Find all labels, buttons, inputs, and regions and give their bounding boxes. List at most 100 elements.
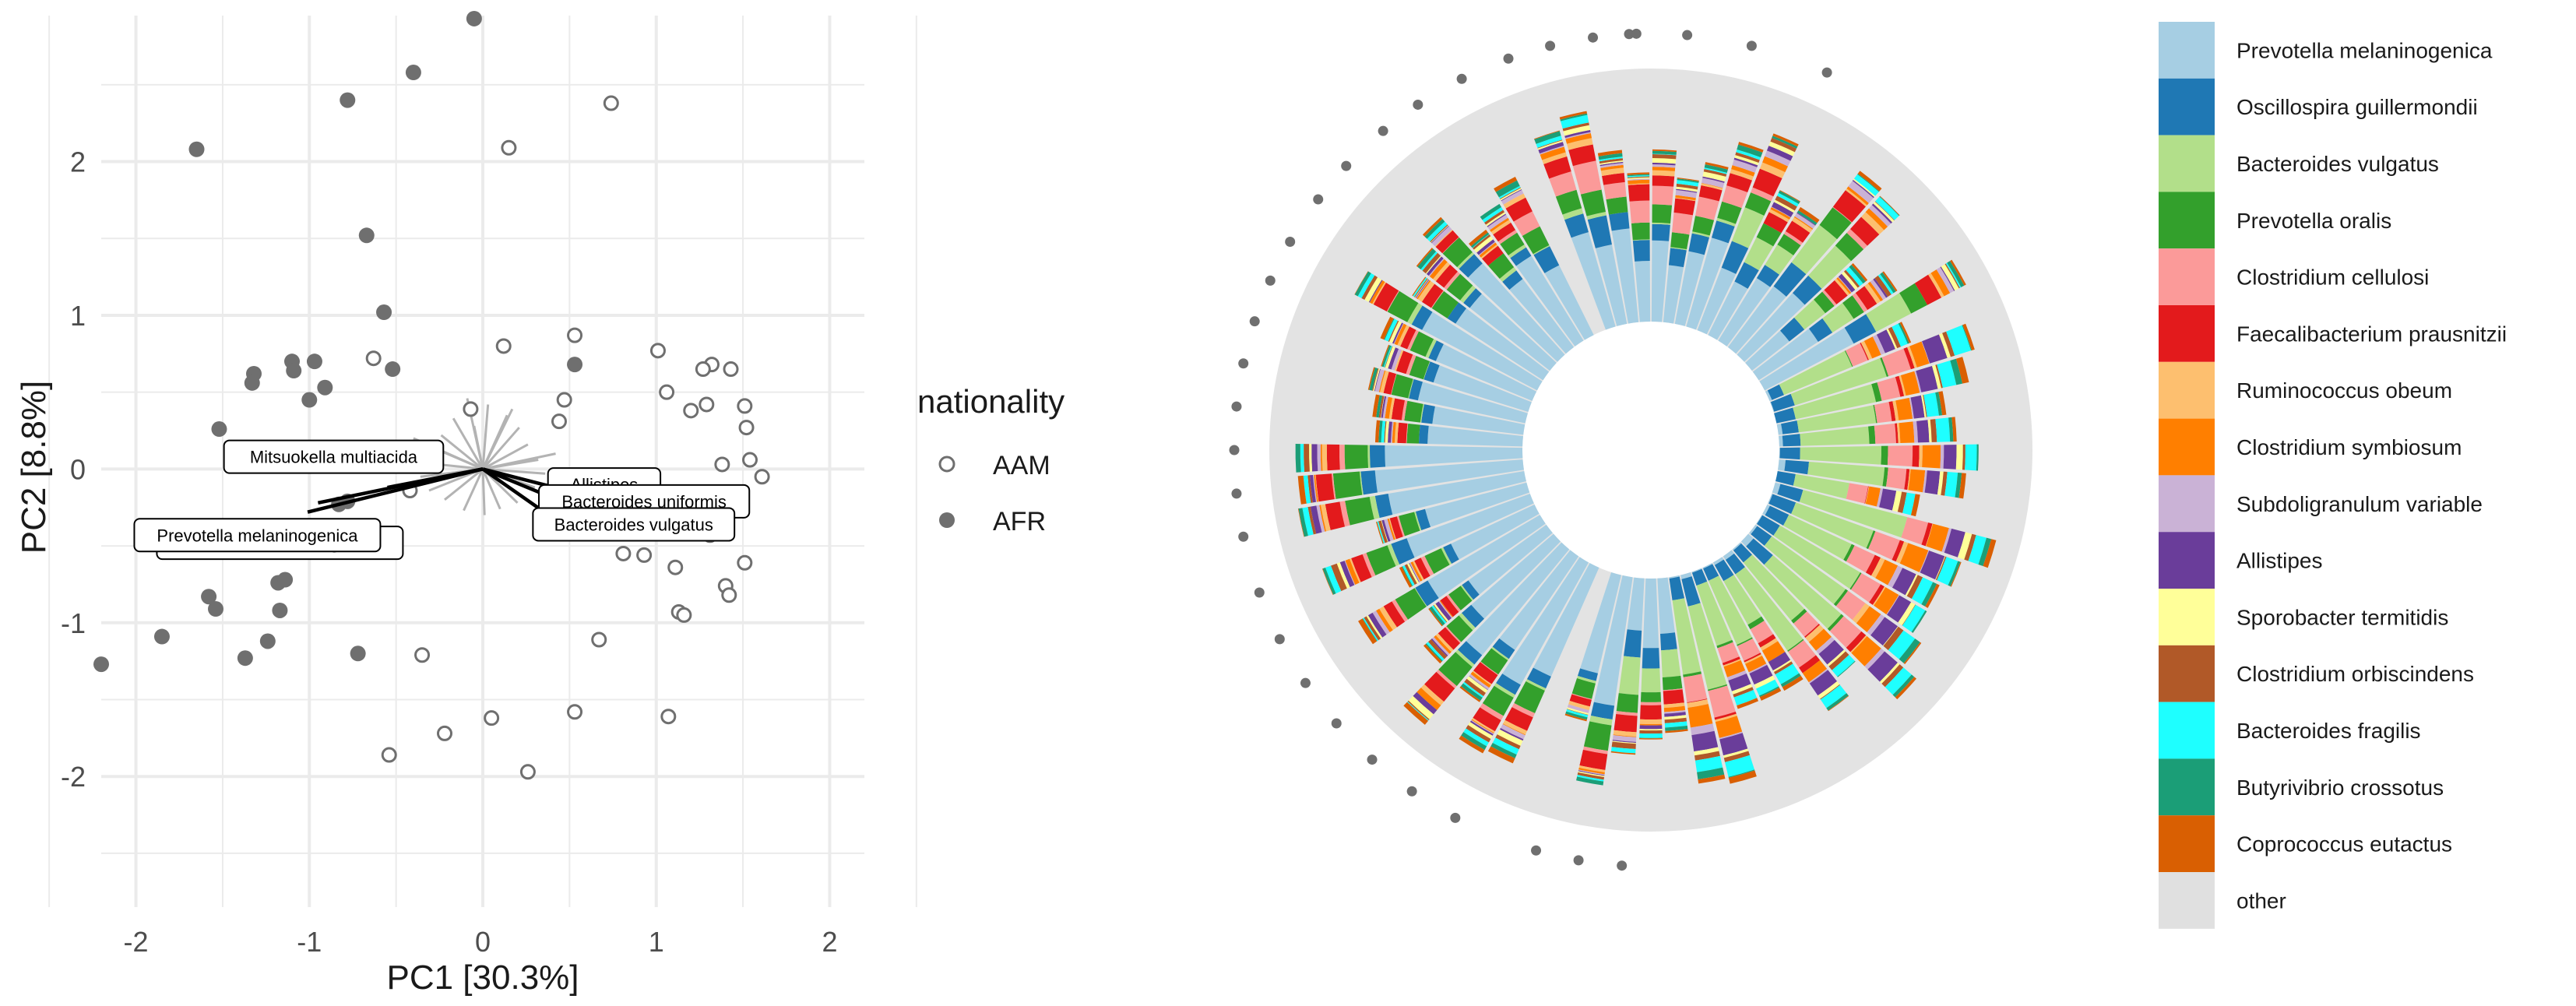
circular-bar-segment — [1870, 279, 1887, 301]
circular-bar-segment — [1778, 459, 1786, 471]
circular-bar-segment — [1756, 679, 1779, 696]
circular-bar-segment — [1502, 723, 1526, 736]
circular-bar-segment — [1690, 723, 1715, 736]
circular-bar-segment — [1846, 266, 1863, 287]
circular-bar-segment — [1731, 165, 1755, 177]
circular-bar-segment — [1912, 445, 1920, 467]
circular-bar-segment — [1628, 183, 1650, 185]
circular-bar-segment — [1423, 361, 1440, 383]
circular-bar-segment — [1314, 474, 1319, 502]
circular-bar-segment — [1937, 471, 1944, 495]
circular-bar-segment — [1694, 755, 1723, 772]
circular-bar-segment — [1374, 459, 1524, 493]
circular-bar-segment — [1842, 295, 1864, 319]
circular-bar-segment — [1962, 323, 1975, 351]
circular-bar-segment — [1469, 674, 1490, 690]
circular-bar-segment — [1439, 600, 1453, 617]
circular-group-dot — [1746, 40, 1757, 51]
circular-bar-segment — [1409, 331, 1434, 357]
circular-bar-segment — [1373, 368, 1381, 392]
circular-bar-segment — [1899, 421, 1915, 444]
circular-group-dot — [1456, 73, 1467, 84]
circular-bar-segment — [1822, 303, 1854, 333]
pca-y-tick-label: -1 — [61, 607, 86, 639]
circular-group-dot — [1624, 29, 1635, 40]
taxa-legend-label: Subdoligranulum variable — [2236, 492, 2483, 516]
circular-bar-segment — [1708, 684, 1728, 691]
circular-bar-segment — [1568, 701, 1590, 711]
circular-bar-segment — [1613, 730, 1637, 737]
circular-bar-segment — [1482, 207, 1504, 223]
pca-point-afr — [350, 645, 366, 662]
circular-bar-segment — [1759, 688, 1782, 701]
circular-bar-segment — [1761, 641, 1786, 663]
circular-bar-segment — [1492, 737, 1519, 755]
circular-bar-segment — [1923, 395, 1927, 417]
circular-bar-segment — [1691, 730, 1719, 752]
circular-bar-segment — [1777, 192, 1799, 207]
circular-bar-segment — [1582, 746, 1608, 754]
taxa-legend-swatch — [2159, 815, 2215, 872]
circular-bar-segment — [1469, 294, 1557, 371]
circular-bar-segment — [1564, 713, 1587, 722]
circular-bar-segment — [1472, 234, 1490, 248]
circular-bar-segment — [1832, 206, 1853, 223]
circular-bar-segment — [1870, 558, 1885, 579]
pca-point-afr — [466, 10, 482, 26]
circular-bar-segment — [1599, 161, 1624, 167]
circular-bar-segment — [1968, 535, 1987, 565]
circular-bar-segment — [1372, 368, 1379, 391]
pca-point-afr — [385, 361, 401, 378]
circular-bar-segment — [1702, 176, 1725, 183]
circular-bar-segment — [1480, 244, 1498, 259]
circular-bar-segment — [1759, 686, 1779, 698]
taxa-legend-label: Clostridium symbiosum — [2236, 435, 2462, 459]
circular-bar-segment — [1852, 293, 1868, 312]
circular-bar-segment — [1930, 419, 1937, 442]
circular-bar-segment — [1735, 567, 1804, 651]
circular-bar-segment — [1490, 742, 1517, 758]
circular-bar-segment — [1874, 402, 1892, 424]
circular-bar-segment — [1773, 661, 1793, 675]
circular-bar-segment — [1470, 671, 1491, 688]
circular-bar-segment — [1895, 423, 1899, 444]
circular-bar-segment — [1429, 259, 1448, 280]
circular-bar-segment — [1495, 180, 1520, 198]
pca-point-aam — [737, 398, 753, 414]
circular-bar-segment — [1871, 203, 1893, 224]
circular-bar-segment — [1395, 350, 1413, 375]
circular-bar-segment — [1779, 350, 1853, 396]
circular-bar-segment — [1800, 445, 1882, 465]
pca-point-afr — [340, 92, 356, 108]
circular-bar-segment — [1416, 248, 1434, 267]
circular-bar-segment — [1375, 608, 1393, 633]
pca-x-tick-label: -2 — [124, 926, 149, 958]
circular-bar-segment — [1877, 377, 1901, 401]
circular-bar-segment — [1309, 444, 1313, 472]
circular-bar-segment — [1470, 232, 1490, 248]
circular-bar-segment — [1424, 671, 1455, 702]
circular-bar-segment — [1482, 245, 1504, 266]
circular-bar-segment — [1404, 564, 1417, 586]
circular-bar-segment — [1652, 167, 1676, 171]
circular-bar-segment — [1566, 709, 1589, 718]
circular-bar-segment — [1672, 598, 1701, 675]
circular-bar-segment — [1567, 709, 1589, 716]
circular-bar-segment — [1765, 244, 1794, 275]
circular-bar-segment — [1376, 395, 1383, 418]
circular-bar-segment — [1844, 350, 1853, 368]
circular-bar-segment — [1675, 197, 1696, 202]
circular-bar-segment — [1856, 606, 1881, 632]
circular-bar-segment — [1486, 212, 1506, 227]
circular-bar-segment — [1641, 668, 1661, 693]
circular-bar-segment — [1494, 176, 1518, 192]
circular-bar-segment — [1864, 486, 1869, 504]
circular-bar-segment — [1639, 730, 1663, 734]
circular-bar-segment — [1487, 746, 1515, 764]
circular-bar-segment — [1857, 171, 1882, 192]
circular-bar-segment — [1434, 229, 1453, 248]
circular-bar-segment — [1536, 135, 1563, 148]
circular-bar-segment — [1926, 523, 1949, 552]
circular-bar-segment — [1599, 158, 1624, 164]
circular-bar-segment — [1384, 420, 1387, 443]
